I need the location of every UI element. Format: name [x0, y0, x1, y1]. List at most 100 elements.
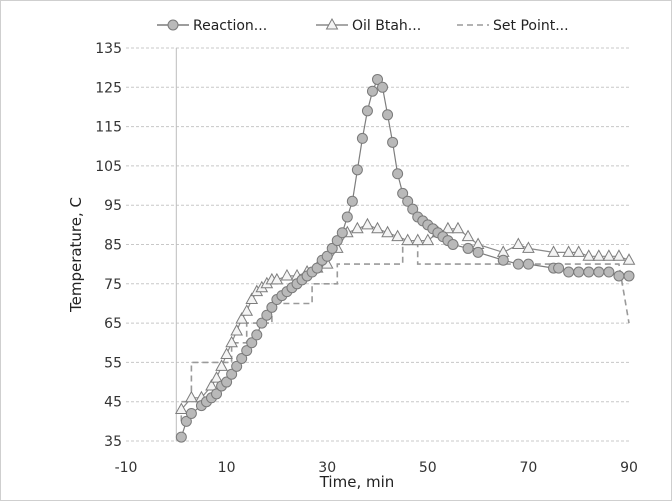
data-point [235, 312, 249, 324]
data-point [451, 221, 465, 234]
data-point [231, 360, 243, 372]
data-point [472, 246, 484, 258]
legend-entry: Reaction... [157, 18, 267, 34]
data-point [270, 272, 284, 285]
y-tick-label: 45 [104, 395, 122, 411]
data-point [382, 109, 394, 121]
data-point [245, 292, 259, 305]
data-point [547, 245, 560, 257]
data-point [582, 249, 596, 261]
y-tick-label: 75 [104, 277, 122, 293]
data-point [522, 258, 534, 270]
data-point [381, 225, 394, 238]
x-tick-label: 90 [620, 460, 638, 476]
y-tick-label: 135 [95, 41, 122, 57]
data-point [563, 266, 575, 278]
y-tick-label: 55 [104, 355, 122, 371]
data-point [572, 245, 586, 257]
data-point [602, 249, 616, 261]
data-point [185, 407, 197, 419]
data-point [603, 266, 615, 278]
data-point [593, 266, 605, 278]
legend-marker [325, 17, 339, 30]
data-point [592, 249, 606, 261]
data-point [391, 229, 404, 242]
series-layer [174, 73, 636, 443]
x-tick-label: 30 [318, 460, 336, 476]
series-line [180, 78, 629, 438]
data-point [401, 233, 415, 246]
legend-marker [167, 19, 179, 31]
data-point [321, 250, 333, 262]
data-point [387, 136, 399, 148]
data-point [230, 323, 244, 336]
data-point [256, 317, 268, 329]
legend: Reaction... Oil Btah... Set Point... [157, 17, 569, 34]
data-point [612, 249, 626, 261]
x-tick-label: -10 [115, 460, 138, 476]
data-point [241, 345, 253, 357]
data-point [622, 253, 636, 265]
legend-label: Set Point... [493, 18, 569, 34]
series-1 [175, 73, 635, 443]
data-point [573, 266, 585, 278]
data-point [341, 211, 353, 223]
data-point [220, 347, 233, 360]
y-axis-label: Temperature, C [67, 197, 85, 313]
legend-label: Oil Btah... [352, 18, 421, 34]
data-point [447, 239, 459, 250]
data-point [371, 221, 384, 234]
data-point [215, 359, 228, 371]
data-point [311, 262, 323, 274]
data-point [397, 187, 409, 199]
legend-entry: Set Point... [457, 18, 569, 34]
data-point [407, 203, 419, 215]
data-point [562, 245, 575, 257]
legend-label: Reaction... [193, 18, 267, 34]
data-point [331, 235, 343, 247]
data-point [175, 431, 187, 443]
data-point [336, 227, 348, 239]
y-tick-label: 65 [104, 316, 122, 332]
legend-entry: Oil Btah... [316, 17, 421, 34]
data-point [346, 195, 358, 207]
data-point [392, 168, 404, 180]
gridlines [126, 47, 629, 442]
data-point [411, 233, 425, 246]
x-tick-label: 10 [218, 460, 236, 476]
data-point [261, 309, 273, 321]
data-point [351, 221, 364, 234]
data-point [421, 233, 435, 246]
series-line [180, 224, 630, 410]
data-point [462, 242, 474, 254]
y-tick-label: 95 [104, 198, 122, 214]
data-point [174, 402, 188, 415]
y-tick-label: 35 [104, 434, 122, 450]
data-point [280, 268, 294, 281]
data-point [511, 237, 525, 249]
x-tick-label: 50 [419, 460, 437, 476]
data-point [613, 270, 625, 282]
data-point [361, 217, 374, 230]
data-point [211, 388, 223, 400]
y-tick-labels: 35 45 55 65 75 85 95 105 115 125 135 [95, 41, 122, 450]
data-point [210, 371, 223, 383]
data-point [326, 242, 338, 254]
data-point [512, 258, 524, 270]
data-point [583, 266, 595, 278]
data-point [185, 390, 198, 403]
data-point [522, 241, 535, 253]
data-point [226, 368, 238, 380]
series-2 [174, 217, 636, 415]
data-point [205, 378, 218, 391]
data-point [356, 132, 368, 144]
data-point [461, 229, 475, 242]
data-point [225, 335, 238, 348]
data-point [497, 254, 509, 266]
data-point [372, 73, 383, 85]
data-point [246, 337, 258, 349]
y-tick-label: 105 [95, 159, 122, 175]
data-point [623, 270, 635, 282]
